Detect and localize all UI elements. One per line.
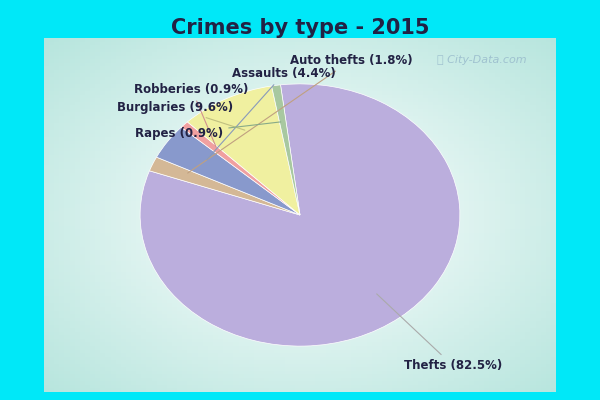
Text: Auto thefts (1.8%): Auto thefts (1.8%) <box>188 54 412 173</box>
Wedge shape <box>157 127 300 215</box>
Wedge shape <box>272 85 300 215</box>
Text: Robberies (0.9%): Robberies (0.9%) <box>134 83 249 147</box>
Wedge shape <box>149 157 300 215</box>
Text: ⓘ City-Data.com: ⓘ City-Data.com <box>437 55 527 65</box>
Wedge shape <box>187 86 300 215</box>
Text: Crimes by type - 2015: Crimes by type - 2015 <box>171 18 429 38</box>
Text: Assaults (4.4%): Assaults (4.4%) <box>207 67 336 160</box>
Text: Burglaries (9.6%): Burglaries (9.6%) <box>117 101 245 130</box>
Text: Rapes (0.9%): Rapes (0.9%) <box>135 122 281 140</box>
Wedge shape <box>181 122 300 215</box>
Wedge shape <box>140 84 460 346</box>
Text: Thefts (82.5%): Thefts (82.5%) <box>377 294 502 372</box>
